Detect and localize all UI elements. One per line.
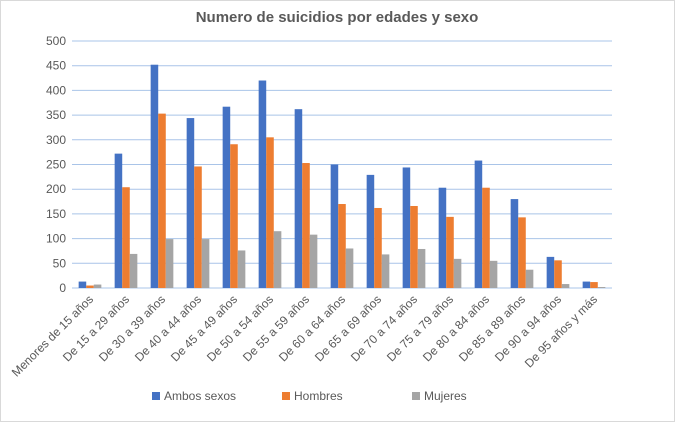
bar: [237, 250, 246, 288]
bar: [186, 118, 195, 289]
legend-swatch: [412, 392, 420, 400]
bar: [194, 166, 202, 288]
bar: [366, 174, 375, 288]
bar: [222, 106, 231, 289]
bar: [489, 260, 498, 288]
bar: [345, 248, 354, 288]
bar: [273, 231, 282, 288]
legend-label: Hombres: [294, 389, 343, 403]
bar: [518, 217, 526, 288]
bar: [330, 164, 339, 288]
y-tick-label: 500: [46, 34, 66, 48]
bar: [93, 284, 102, 288]
y-tick-label: 0: [59, 281, 66, 295]
bar: [294, 109, 303, 288]
bar: [410, 205, 418, 288]
y-tick-label: 250: [46, 158, 66, 172]
bar: [561, 284, 570, 288]
chart-title: Numero de suicidios por edades y sexo: [196, 9, 479, 26]
bar: [590, 282, 598, 288]
y-tick-label: 450: [46, 59, 66, 73]
y-tick-label: 350: [46, 108, 66, 122]
bar: [510, 199, 519, 288]
bar: [474, 160, 483, 288]
y-tick-label: 200: [46, 182, 66, 196]
bar: [129, 253, 138, 288]
bar: [381, 254, 390, 288]
bar: [266, 137, 274, 288]
bar: [86, 285, 94, 288]
bar: [582, 281, 591, 288]
bar: [597, 287, 606, 288]
y-tick-label: 300: [46, 133, 66, 147]
bar: [453, 258, 462, 288]
bar: [158, 113, 166, 288]
bar: [114, 153, 123, 288]
y-tick-label: 100: [46, 232, 66, 246]
bar: [374, 207, 382, 288]
y-tick-label: 400: [46, 83, 66, 97]
bar: [302, 163, 310, 288]
bar: [309, 234, 318, 288]
bar: [402, 167, 411, 288]
bar: [417, 248, 426, 288]
bar: [525, 269, 534, 288]
y-tick-label: 150: [46, 207, 66, 221]
bar: [165, 239, 174, 288]
legend-swatch: [282, 392, 290, 400]
bar: [230, 144, 238, 288]
bar: [554, 260, 562, 288]
bar: [78, 281, 87, 288]
y-tick-label: 50: [53, 256, 67, 270]
legend-label: Ambos sexos: [164, 389, 236, 403]
bar: [258, 80, 267, 289]
bar: [438, 187, 447, 288]
bar: [122, 187, 130, 288]
bar: [482, 187, 490, 288]
bar: [546, 256, 555, 288]
bar: [446, 216, 454, 288]
legend-label: Mujeres: [424, 389, 467, 403]
legend-swatch: [152, 392, 160, 400]
bar: [150, 64, 159, 288]
bar: [338, 204, 346, 288]
bar: [201, 239, 210, 288]
